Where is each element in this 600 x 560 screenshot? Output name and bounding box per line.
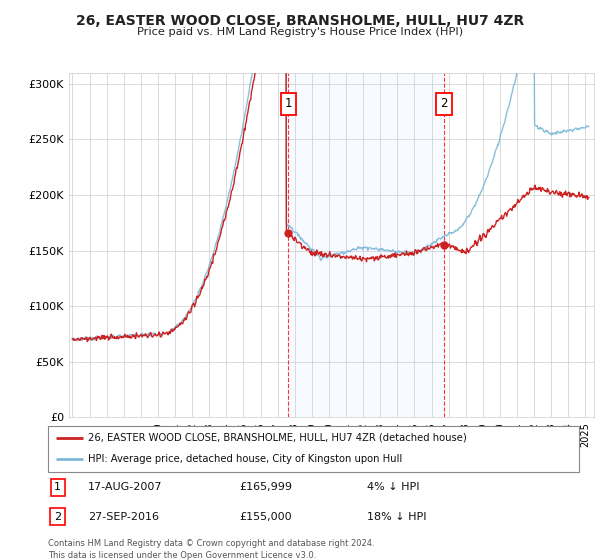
Text: Contains HM Land Registry data © Crown copyright and database right 2024.
This d: Contains HM Land Registry data © Crown c… bbox=[48, 539, 374, 560]
Text: £155,000: £155,000 bbox=[239, 512, 292, 522]
Text: 1: 1 bbox=[54, 482, 61, 492]
Text: 26, EASTER WOOD CLOSE, BRANSHOLME, HULL, HU7 4ZR: 26, EASTER WOOD CLOSE, BRANSHOLME, HULL,… bbox=[76, 14, 524, 28]
Text: 2: 2 bbox=[440, 97, 448, 110]
Text: 1: 1 bbox=[284, 97, 292, 110]
Text: 17-AUG-2007: 17-AUG-2007 bbox=[88, 482, 163, 492]
Bar bbox=[289, 73, 444, 417]
Text: 2: 2 bbox=[54, 512, 61, 522]
Text: Price paid vs. HM Land Registry's House Price Index (HPI): Price paid vs. HM Land Registry's House … bbox=[137, 27, 463, 37]
Text: £165,999: £165,999 bbox=[239, 482, 292, 492]
Text: 26, EASTER WOOD CLOSE, BRANSHOLME, HULL, HU7 4ZR (detached house): 26, EASTER WOOD CLOSE, BRANSHOLME, HULL,… bbox=[88, 433, 467, 443]
Text: 4% ↓ HPI: 4% ↓ HPI bbox=[367, 482, 419, 492]
Text: 27-SEP-2016: 27-SEP-2016 bbox=[88, 512, 159, 522]
FancyBboxPatch shape bbox=[48, 426, 579, 472]
Text: 18% ↓ HPI: 18% ↓ HPI bbox=[367, 512, 426, 522]
Text: HPI: Average price, detached house, City of Kingston upon Hull: HPI: Average price, detached house, City… bbox=[88, 454, 402, 464]
